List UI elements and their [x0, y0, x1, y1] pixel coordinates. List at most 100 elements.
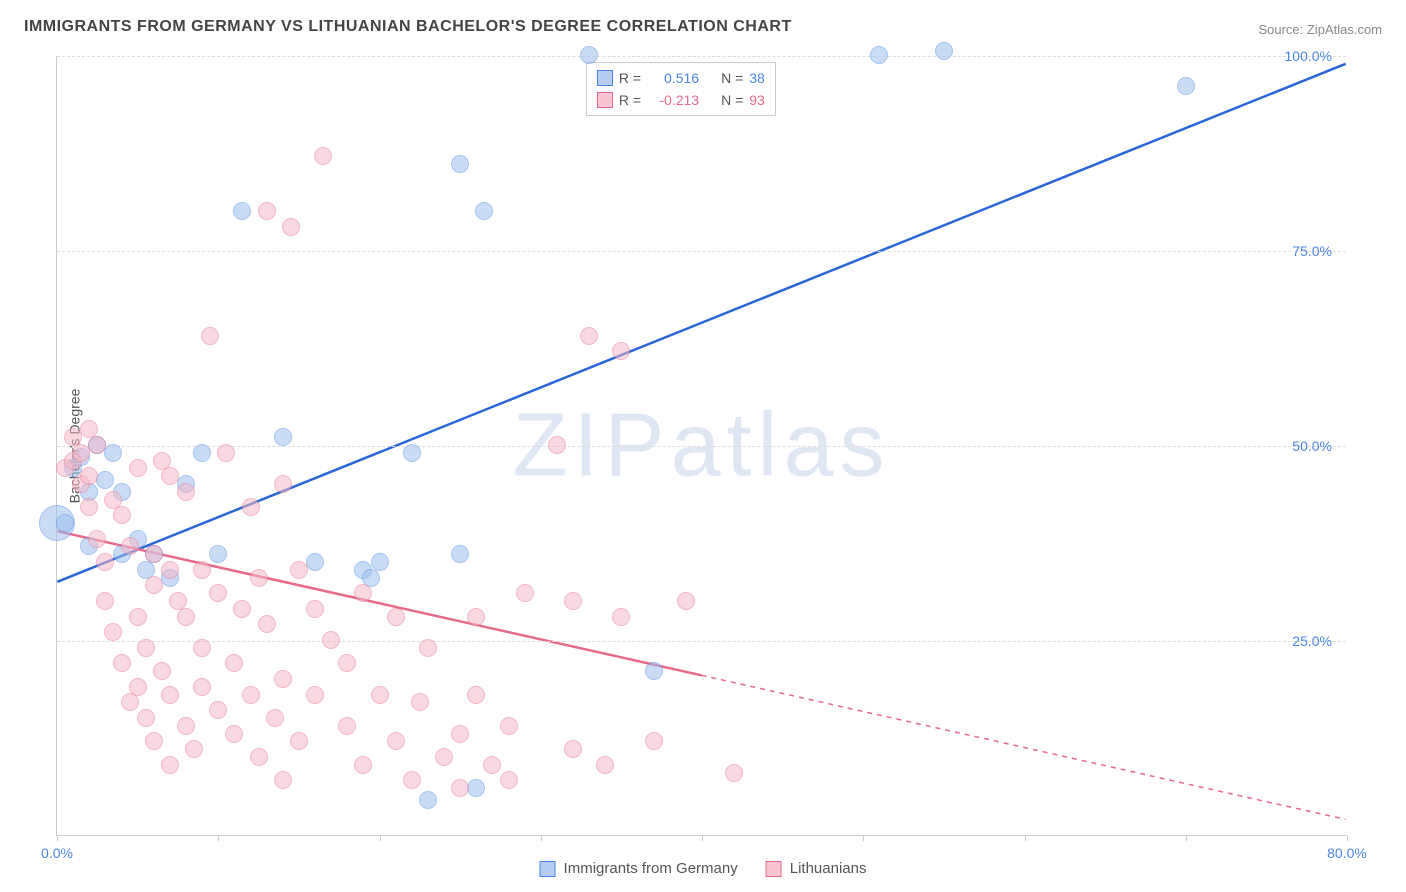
- scatter-point: [104, 444, 122, 462]
- legend-correlation: R =0.516N =38R =-0.213N =93: [586, 62, 776, 116]
- plot-area: Bachelor's Degree ZIPatlas R =0.516N =38…: [56, 56, 1346, 836]
- scatter-point: [145, 732, 163, 750]
- scatter-point: [371, 553, 389, 571]
- legend-label: Lithuanians: [790, 860, 867, 877]
- chart-title: IMMIGRANTS FROM GERMANY VS LITHUANIAN BA…: [24, 18, 792, 36]
- scatter-point: [129, 459, 147, 477]
- scatter-point: [113, 506, 131, 524]
- scatter-point: [935, 42, 953, 60]
- scatter-point: [870, 46, 888, 64]
- scatter-point: [209, 584, 227, 602]
- scatter-point: [1177, 77, 1195, 95]
- scatter-point: [451, 725, 469, 743]
- legend-swatch: [597, 92, 613, 108]
- scatter-point: [419, 639, 437, 657]
- scatter-point: [435, 748, 453, 766]
- scatter-point: [612, 342, 630, 360]
- x-tick-mark: [1025, 835, 1026, 841]
- scatter-point: [274, 670, 292, 688]
- scatter-point: [250, 748, 268, 766]
- x-tick-mark: [863, 835, 864, 841]
- legend-swatch: [766, 861, 782, 877]
- x-tick-mark: [1186, 835, 1187, 841]
- scatter-point: [411, 693, 429, 711]
- scatter-point: [242, 686, 260, 704]
- legend-item: Lithuanians: [766, 860, 867, 877]
- gridline: [57, 56, 1346, 57]
- legend-swatch: [540, 861, 556, 877]
- scatter-point: [290, 732, 308, 750]
- scatter-point: [419, 791, 437, 809]
- scatter-point: [129, 608, 147, 626]
- legend-swatch: [597, 70, 613, 86]
- scatter-point: [580, 327, 598, 345]
- legend-r-label: R =: [619, 67, 641, 89]
- scatter-point: [580, 46, 598, 64]
- scatter-point: [177, 483, 195, 501]
- scatter-point: [88, 530, 106, 548]
- legend-row: R =0.516N =38: [597, 67, 765, 89]
- scatter-point: [306, 600, 324, 618]
- scatter-point: [500, 771, 518, 789]
- scatter-point: [677, 592, 695, 610]
- scatter-point: [137, 709, 155, 727]
- legend-n-value: 38: [749, 67, 765, 89]
- x-tick-mark: [702, 835, 703, 841]
- scatter-point: [266, 709, 284, 727]
- scatter-point: [217, 444, 235, 462]
- x-tick-mark: [57, 835, 58, 841]
- scatter-point: [354, 584, 372, 602]
- scatter-point: [193, 561, 211, 579]
- scatter-point: [314, 147, 332, 165]
- scatter-point: [483, 756, 501, 774]
- scatter-point: [612, 608, 630, 626]
- gridline: [57, 641, 1346, 642]
- scatter-point: [387, 608, 405, 626]
- scatter-point: [451, 779, 469, 797]
- legend-series: Immigrants from GermanyLithuanians: [540, 860, 867, 877]
- scatter-point: [80, 467, 98, 485]
- scatter-point: [129, 678, 147, 696]
- scatter-point: [145, 576, 163, 594]
- gridline: [57, 251, 1346, 252]
- y-tick-label: 50.0%: [1292, 438, 1332, 454]
- scatter-point: [306, 686, 324, 704]
- scatter-point: [475, 202, 493, 220]
- scatter-point: [451, 155, 469, 173]
- scatter-point: [177, 608, 195, 626]
- scatter-point: [387, 732, 405, 750]
- scatter-point: [322, 631, 340, 649]
- legend-n-label: N =: [721, 67, 743, 89]
- scatter-point: [121, 537, 139, 555]
- x-tick-mark: [380, 835, 381, 841]
- scatter-point: [161, 467, 179, 485]
- scatter-point: [282, 218, 300, 236]
- scatter-point: [225, 725, 243, 743]
- scatter-point: [290, 561, 308, 579]
- legend-n-label: N =: [721, 89, 743, 111]
- y-tick-label: 100.0%: [1285, 48, 1332, 64]
- legend-r-value: -0.213: [647, 89, 699, 111]
- scatter-point: [225, 654, 243, 672]
- gridline: [57, 446, 1346, 447]
- scatter-point: [645, 732, 663, 750]
- scatter-point: [193, 444, 211, 462]
- scatter-point: [564, 740, 582, 758]
- scatter-point: [403, 444, 421, 462]
- scatter-point: [113, 654, 131, 672]
- scatter-point: [274, 771, 292, 789]
- scatter-point: [96, 471, 114, 489]
- scatter-point: [500, 717, 518, 735]
- scatter-point: [258, 202, 276, 220]
- scatter-point: [56, 514, 74, 532]
- scatter-point: [338, 654, 356, 672]
- scatter-point: [161, 686, 179, 704]
- scatter-point: [145, 545, 163, 563]
- scatter-point: [548, 436, 566, 454]
- scatter-point: [233, 202, 251, 220]
- scatter-point: [96, 553, 114, 571]
- x-tick-label: 0.0%: [41, 845, 73, 861]
- scatter-point: [645, 662, 663, 680]
- scatter-point: [193, 678, 211, 696]
- scatter-point: [193, 639, 211, 657]
